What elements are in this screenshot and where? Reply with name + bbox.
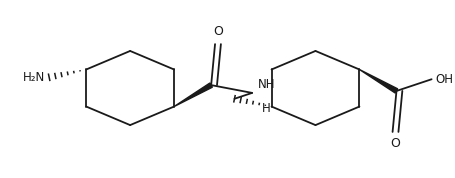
Text: H₂N: H₂N (23, 71, 45, 84)
Text: O: O (212, 25, 222, 38)
Text: O: O (390, 137, 399, 150)
Text: NH: NH (258, 78, 275, 91)
Text: H: H (261, 102, 270, 115)
Text: OH: OH (435, 73, 453, 86)
Polygon shape (174, 83, 212, 107)
Polygon shape (359, 69, 397, 93)
